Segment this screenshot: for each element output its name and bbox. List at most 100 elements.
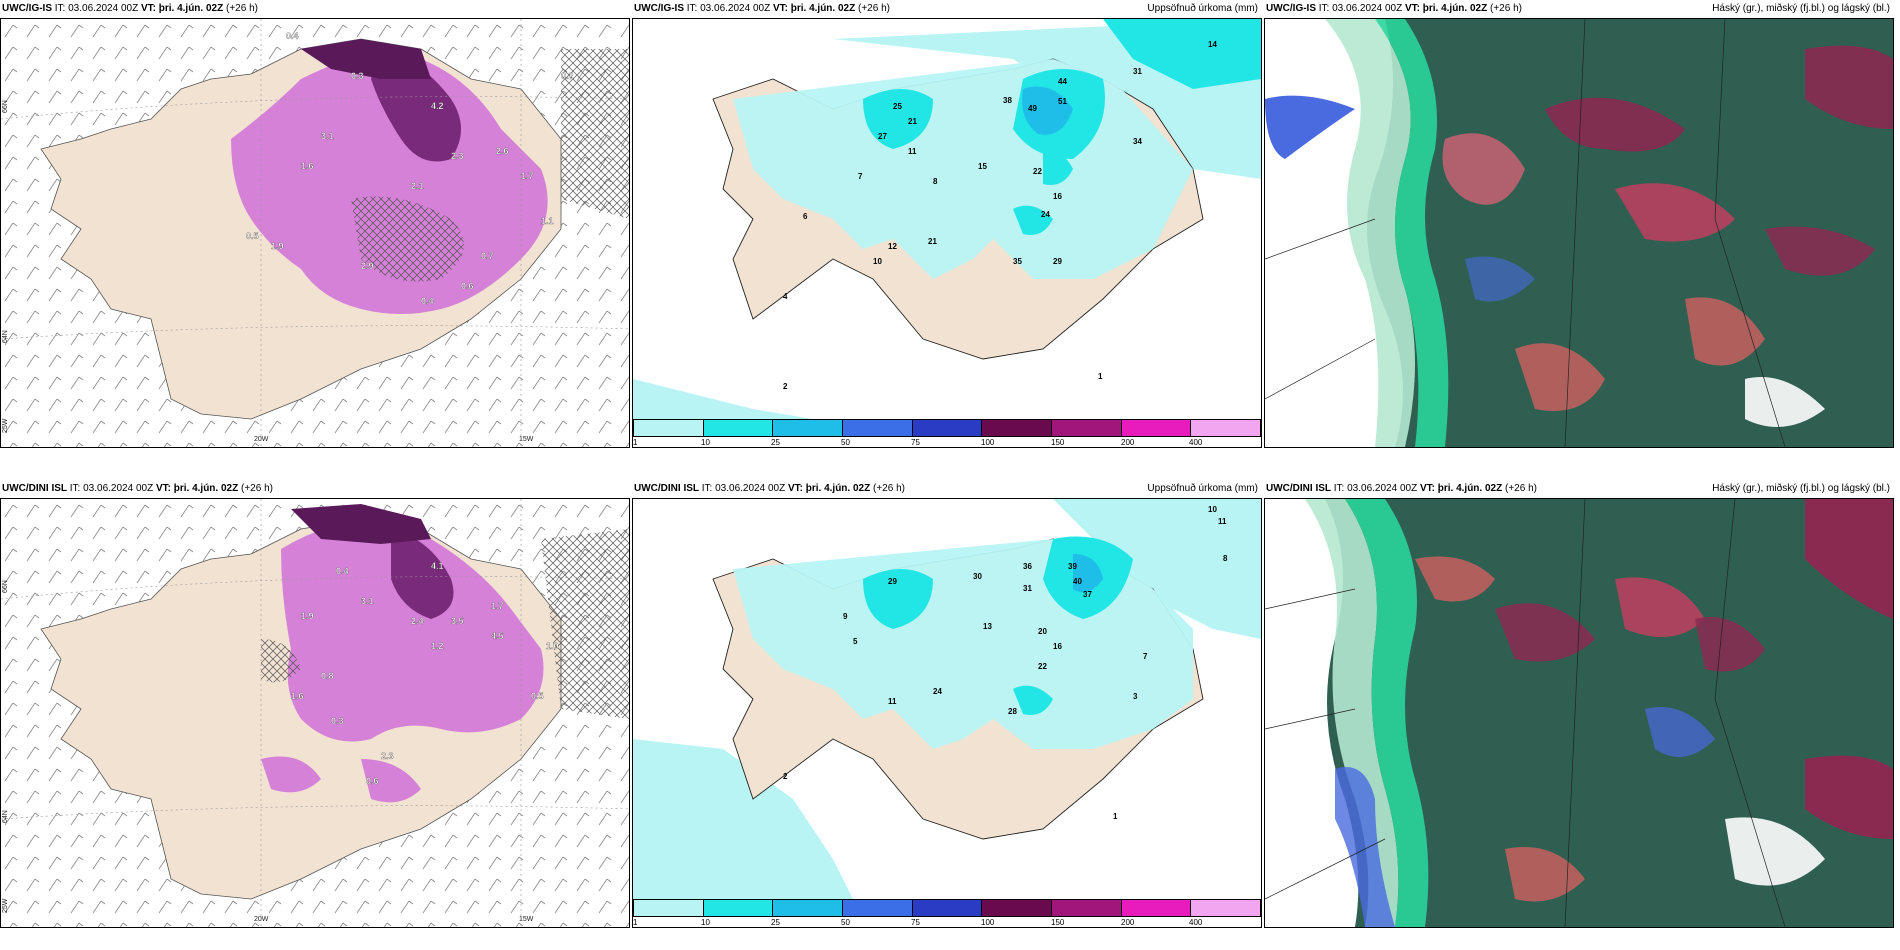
forecast-offset: (+26 h) <box>226 3 258 14</box>
cloud-cover-map <box>1265 19 1893 447</box>
value-label: 13 <box>983 622 992 631</box>
value-label: 4.5 <box>491 631 504 641</box>
valid-time: þri. 4.jún. 02Z <box>805 483 871 494</box>
precipitation-map: 14 44 51 49 31 38 34 25 27 21 15 22 16 2… <box>633 19 1261 419</box>
value-label: 7 <box>1143 652 1148 661</box>
legend-swatch <box>773 900 844 916</box>
legend-swatch <box>1121 420 1192 436</box>
value-label: 4 <box>783 292 788 301</box>
legend-swatch <box>843 900 913 916</box>
legend-colorbar <box>633 419 1261 437</box>
legend-tick: 200 <box>1121 438 1135 447</box>
legend-tick: 150 <box>1051 918 1065 927</box>
value-label: 4.1 <box>431 561 444 571</box>
valid-time: þri. 4.jún. 02Z <box>1422 3 1488 14</box>
latitude-label: 66N <box>2 580 9 593</box>
map-frame: 14 44 51 49 31 38 34 25 27 21 15 22 16 2… <box>632 18 1262 448</box>
grid-lines <box>1 19 629 447</box>
legend-swatch <box>1191 900 1261 916</box>
init-time: 03.06.2024 00Z <box>68 3 139 14</box>
legend-tick: 10 <box>701 918 710 927</box>
value-label: 3.1 <box>321 131 334 141</box>
legend-tick: 25 <box>771 918 780 927</box>
value-label: 0.3 <box>351 71 364 81</box>
valid-time: þri. 4.jún. 02Z <box>1437 483 1503 494</box>
value-label: 29 <box>888 577 897 586</box>
precipitation-map: 10 11 8 39 40 37 36 31 29 30 20 22 16 24… <box>633 499 1261 899</box>
value-label: 7 <box>858 172 863 181</box>
value-label: 16 <box>1053 192 1062 201</box>
value-label: 29 <box>1053 257 1062 266</box>
forecast-offset: (+26 h) <box>241 483 273 494</box>
value-label: 6 <box>803 212 808 221</box>
value-label: 2.3 <box>451 151 464 161</box>
legend-tick: 1 <box>633 918 638 927</box>
legend-swatch <box>1121 900 1192 916</box>
value-label: 51 <box>1058 97 1067 106</box>
precipitation-legend: 1 10 25 50 75 100 150 200 400 <box>633 419 1261 447</box>
map-title: Uppsöfnuð úrkoma (mm) <box>1147 483 1258 494</box>
init-time: 03.06.2024 00Z <box>715 483 786 494</box>
value-label: 1.0 <box>546 641 559 651</box>
panel-bottom-right: UWC/DINI ISL IT: 03.06.2024 00Z VT: þri.… <box>1264 480 1894 928</box>
map-frame: 0.4 0.2 3.1 2.9 4.2 2.1 1.6 0.5 1.9 2.3 … <box>0 18 630 448</box>
precipitation-legend: 1 10 25 50 75 100 150 200 400 <box>633 899 1261 927</box>
model-name: UWC/DINI ISL <box>2 483 67 494</box>
value-label: 2.9 <box>361 261 374 271</box>
legend-swatch <box>982 420 1053 436</box>
value-label: 1.9 <box>301 611 314 621</box>
legend-swatch <box>703 900 774 916</box>
value-label: 1 <box>1098 372 1103 381</box>
value-label: 1.2 <box>431 641 444 651</box>
value-label: 44 <box>1058 77 1067 86</box>
value-label: 1.1 <box>541 216 554 226</box>
grid-lines <box>1 499 629 927</box>
value-label: 27 <box>878 132 887 141</box>
panel-header: UWC/DINI ISL IT: 03.06.2024 00Z VT: þri.… <box>632 480 1262 498</box>
value-label: 20 <box>1038 627 1047 636</box>
value-label: 37 <box>1083 590 1092 599</box>
legend-swatch <box>843 420 913 436</box>
value-label: 15 <box>978 162 987 171</box>
legend-tick: 100 <box>981 918 995 927</box>
longitude-label: 15W <box>519 436 534 443</box>
value-label: 1.9 <box>271 241 284 251</box>
forecast-offset: (+26 h) <box>1490 3 1522 14</box>
legend-swatch <box>1191 420 1261 436</box>
value-label: 49 <box>1028 104 1037 113</box>
value-label: 1.7 <box>491 601 504 611</box>
value-label: 3.1 <box>361 596 374 606</box>
value-label: 12 <box>888 242 897 251</box>
longitude-label: 20W <box>254 916 269 923</box>
value-label: 2.6 <box>496 146 509 156</box>
map-frame <box>1264 18 1894 448</box>
longitude-label: 20W <box>254 436 269 443</box>
value-label: 2.3 <box>381 751 394 761</box>
panel-header: UWC/IG-IS IT: 03.06.2024 00Z VT: þri. 4.… <box>632 0 1262 18</box>
legend-swatch <box>982 900 1053 916</box>
value-label: 0.4 <box>286 31 299 41</box>
panel-top-middle: UWC/IG-IS IT: 03.06.2024 00Z VT: þri. 4.… <box>632 0 1262 448</box>
value-label: 14 <box>1208 40 1217 49</box>
panel-bottom-left: UWC/DINI ISL IT: 03.06.2024 00Z VT: þri.… <box>0 480 630 928</box>
latitude-label: 66N <box>2 100 9 113</box>
valid-time: þri. 4.jún. 02Z <box>173 483 239 494</box>
model-name: UWC/IG-IS <box>1266 3 1316 14</box>
map-frame: 10 11 8 39 40 37 36 31 29 30 20 22 16 24… <box>632 498 1262 928</box>
value-label: 16 <box>1053 642 1062 651</box>
map-title: Háský (gr.), miðský (fj.bl.) og lágský (… <box>1712 3 1890 14</box>
valid-time: þri. 4.jún. 02Z <box>158 3 224 14</box>
legend-tick: 50 <box>841 438 850 447</box>
wind-snow-map: 0.4 4.1 3.5 1.9 2.4 1.2 0.8 2.3 1.7 0.5 … <box>1 499 629 927</box>
value-label: 22 <box>1033 167 1042 176</box>
legend-colorbar <box>633 899 1261 917</box>
country-borders <box>1265 19 1786 447</box>
legend-ticks: 1 10 25 50 75 100 150 200 400 <box>633 437 1261 447</box>
legend-tick: 400 <box>1189 918 1203 927</box>
init-time: 03.06.2024 00Z <box>1347 483 1418 494</box>
legend-tick: 400 <box>1189 438 1203 447</box>
legend-tick: 25 <box>771 438 780 447</box>
map-frame: 0.4 4.1 3.5 1.9 2.4 1.2 0.8 2.3 1.7 0.5 … <box>0 498 630 928</box>
forecast-offset: (+26 h) <box>1505 483 1537 494</box>
latitude-label: 64N <box>2 330 9 343</box>
